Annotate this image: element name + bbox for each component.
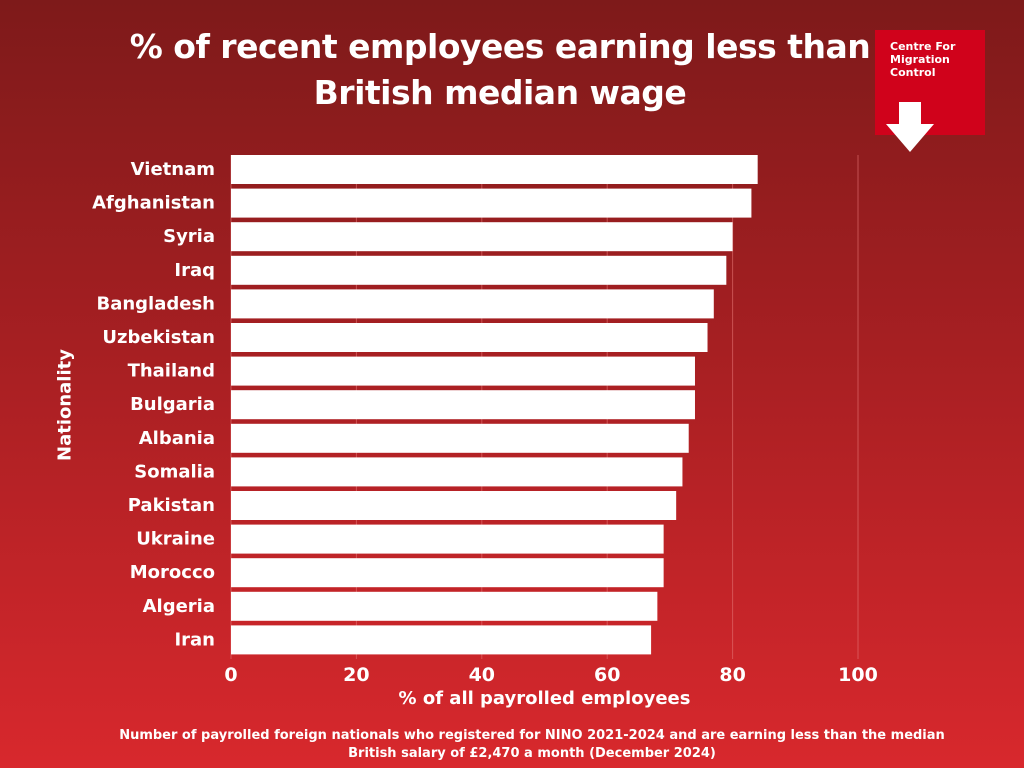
category-label-algeria: Algeria <box>143 596 215 617</box>
x-tick-label-80: 80 <box>719 664 745 686</box>
bar-afghanistan <box>231 188 752 218</box>
x-tick-label-40: 40 <box>469 664 495 686</box>
bar-uzbekistan <box>231 323 708 352</box>
bar-pakistan <box>231 491 677 520</box>
centre-for-migration-control-logo: Centre For Migration Control <box>875 30 985 152</box>
category-label-bulgaria: Bulgaria <box>130 394 215 415</box>
bar-ukraine <box>231 524 664 554</box>
category-label-iraq: Iraq <box>174 260 215 281</box>
x-tick-label-60: 60 <box>594 664 620 686</box>
category-label-morocco: Morocco <box>130 562 215 583</box>
bar-iran <box>231 625 652 655</box>
bar-syria <box>231 222 733 252</box>
category-label-uzbekistan: Uzbekistan <box>102 327 215 348</box>
x-axis-label: % of all payrolled employees <box>398 688 691 709</box>
category-label-syria: Syria <box>163 226 215 247</box>
category-label-vietnam: Vietnam <box>131 159 215 180</box>
bar-albania <box>231 423 689 453</box>
category-label-bangladesh: Bangladesh <box>96 293 215 314</box>
footnote: Number of payrolled foreign nationals wh… <box>119 728 945 761</box>
category-label-albania: Albania <box>139 428 215 449</box>
bar-algeria <box>231 591 658 621</box>
title-line-1: % of recent employees earning less than <box>129 27 871 66</box>
bar-vietnam <box>231 155 758 184</box>
bar-morocco <box>231 558 664 588</box>
y-axis-label: Nationality <box>54 349 76 461</box>
category-label-afghanistan: Afghanistan <box>92 193 215 214</box>
x-tick-label-0: 0 <box>224 664 237 686</box>
bar-somalia <box>231 457 683 487</box>
x-tick-label-20: 20 <box>343 664 369 686</box>
bar-bangladesh <box>231 289 714 319</box>
bar-iraq <box>231 255 727 285</box>
category-label-iran: Iran <box>174 629 215 650</box>
category-label-ukraine: Ukraine <box>136 529 215 550</box>
logo-text: Centre For Migration Control <box>890 40 956 79</box>
category-label-pakistan: Pakistan <box>128 495 215 516</box>
down-arrow-icon <box>886 102 934 152</box>
category-label-somalia: Somalia <box>134 461 215 482</box>
bar-bulgaria <box>231 390 695 420</box>
chart-title: % of recent employees earning less than … <box>80 24 920 116</box>
title-line-2: British median wage <box>313 73 687 112</box>
bar-thailand <box>231 356 695 386</box>
category-label-thailand: Thailand <box>128 361 215 382</box>
x-tick-label-100: 100 <box>838 664 878 686</box>
